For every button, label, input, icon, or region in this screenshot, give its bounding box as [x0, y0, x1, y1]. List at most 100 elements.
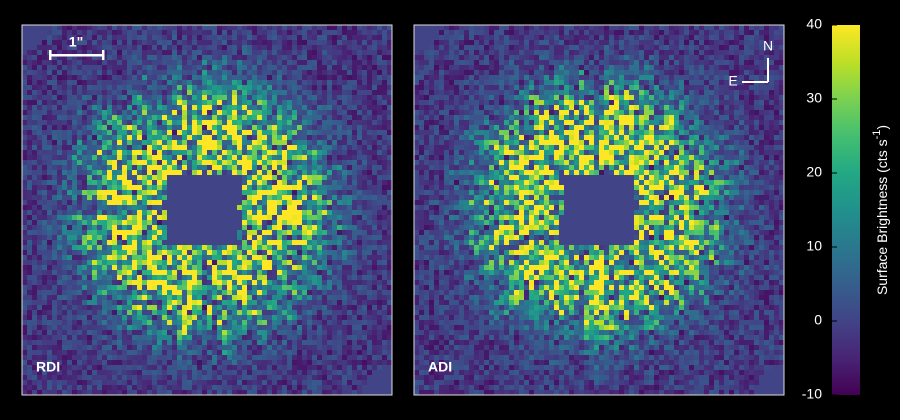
pixel: [377, 235, 382, 240]
pixel: [147, 25, 152, 30]
pixel: [272, 185, 277, 190]
pixel: [172, 230, 177, 235]
pixel: [247, 300, 252, 305]
pixel: [117, 280, 122, 285]
pixel: [272, 100, 277, 105]
pixel: [247, 310, 252, 315]
pixel: [82, 235, 87, 240]
pixel: [377, 330, 382, 335]
pixel: [122, 30, 127, 35]
pixel: [127, 250, 132, 255]
pixel: [92, 175, 97, 180]
pixel: [292, 320, 297, 325]
pixel: [242, 135, 247, 140]
pixel: [357, 340, 362, 345]
pixel: [312, 245, 317, 250]
pixel: [217, 40, 222, 45]
pixel: [387, 295, 392, 300]
pixel: [292, 85, 297, 90]
pixel: [382, 355, 387, 360]
pixel: [177, 330, 182, 335]
pixel: [172, 355, 177, 360]
pixel: [167, 195, 172, 200]
pixel: [22, 345, 27, 350]
pixel: [152, 130, 157, 135]
pixel: [302, 185, 307, 190]
pixel: [232, 340, 237, 345]
pixel: [322, 240, 327, 245]
pixel: [192, 45, 197, 50]
pixel: [197, 150, 202, 155]
pixel: [342, 35, 347, 40]
pixel: [222, 115, 227, 120]
pixel: [262, 300, 267, 305]
pixel: [317, 320, 322, 325]
pixel: [292, 100, 297, 105]
pixel: [72, 45, 77, 50]
pixel: [182, 150, 187, 155]
pixel: [107, 240, 112, 245]
pixel: [162, 185, 167, 190]
pixel: [342, 230, 347, 235]
pixel: [262, 45, 267, 50]
pixel: [127, 135, 132, 140]
pixel: [112, 195, 117, 200]
pixel: [102, 330, 107, 335]
pixel: [332, 160, 337, 165]
pixel: [42, 270, 47, 275]
pixel: [57, 95, 62, 100]
pixel: [97, 55, 102, 60]
pixel: [292, 350, 297, 355]
pixel: [277, 35, 282, 40]
pixel: [142, 100, 147, 105]
pixel: [117, 110, 122, 115]
pixel: [352, 320, 357, 325]
pixel: [52, 55, 57, 60]
pixel: [112, 95, 117, 100]
pixel: [177, 60, 182, 65]
pixel: [107, 115, 112, 120]
pixel: [112, 250, 117, 255]
pixel: [192, 80, 197, 85]
pixel: [337, 250, 342, 255]
pixel: [232, 35, 237, 40]
pixel: [327, 190, 332, 195]
pixel: [177, 225, 182, 230]
pixel: [292, 295, 297, 300]
pixel: [192, 280, 197, 285]
pixel: [37, 210, 42, 215]
pixel: [27, 175, 32, 180]
pixel: [107, 295, 112, 300]
pixel: [112, 125, 117, 130]
pixel: [367, 25, 372, 30]
pixel: [97, 330, 102, 335]
pixel: [152, 95, 157, 100]
pixel: [27, 355, 32, 360]
pixel: [382, 165, 387, 170]
pixel: [197, 85, 202, 90]
pixel: [37, 315, 42, 320]
pixel: [147, 305, 152, 310]
pixel: [77, 235, 82, 240]
pixel: [287, 155, 292, 160]
pixel: [362, 270, 367, 275]
pixel: [337, 65, 342, 70]
pixel: [22, 330, 27, 335]
pixel: [137, 120, 142, 125]
pixel: [122, 50, 127, 55]
pixel: [322, 295, 327, 300]
pixel: [47, 345, 52, 350]
pixel: [72, 75, 77, 80]
pixel: [182, 155, 187, 160]
pixel: [327, 275, 332, 280]
pixel: [57, 310, 62, 315]
pixel: [52, 170, 57, 175]
pixel: [322, 220, 327, 225]
pixel: [132, 210, 137, 215]
pixel: [112, 185, 117, 190]
pixel: [352, 190, 357, 195]
pixel: [117, 360, 122, 365]
pixel: [342, 210, 347, 215]
pixel: [137, 70, 142, 75]
